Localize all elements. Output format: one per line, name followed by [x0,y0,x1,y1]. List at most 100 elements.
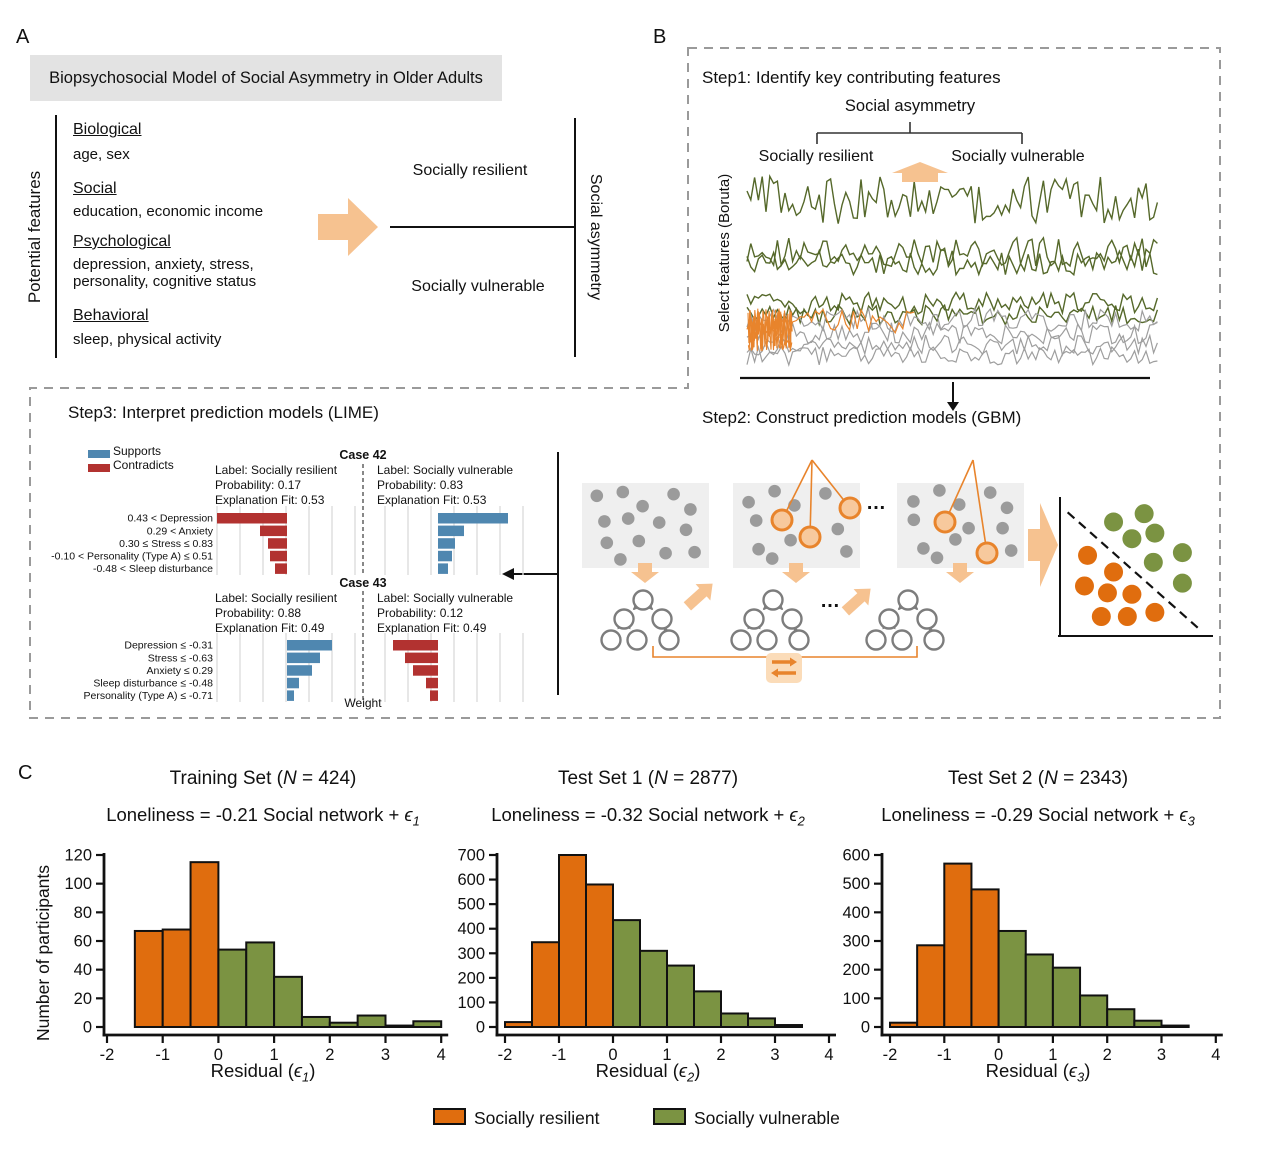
sample-dot [621,512,635,525]
step1-y-axis-label: Select features (Boruta) [716,173,733,333]
lime-feature-label: Anxiety ≤ 0.29 [147,665,214,677]
hist-x-tick-label: 0 [214,1046,223,1064]
hist-bar-resilient [970,888,1000,1029]
lime-feature-label: 0.30 ≤ Stress ≤ 0.83 [119,538,213,550]
hist-1-xlabel-epsilon: ϵ [293,1060,303,1081]
hist-y-tick-label: 0 [83,1019,92,1037]
lime-feature-label: Personality (Type A) ≤ -0.71 [84,690,214,702]
hist-x-tick-label: 1 [662,1046,671,1064]
hist-y-tick-label: 500 [457,896,485,914]
sample-dot [616,485,630,499]
histogram-y-axis-label: Number of participants [33,864,53,1042]
sample-dot [667,487,680,501]
lime-bar [405,652,438,664]
panel-a-y-axis-label: Potential features [25,170,44,304]
feature-heading-psychological: Psychological [73,233,171,250]
lime-feature-label: -0.48 < Sleep disturbance [93,563,213,575]
tree-node [781,608,803,630]
legend-label-contradicts: Contradicts [113,458,174,472]
hist-2-title-pre: Test Set 1 ( [557,768,655,789]
lime-feature-label: -0.10 < Personality (Type A) ≤ 0.51 [51,551,213,563]
tree-node [878,608,900,630]
selected-sample-dot [798,525,822,549]
step1-down-arrow-head [947,402,959,411]
hist-3-epsilon: ϵ [1179,804,1188,825]
scatter-dot-resilient [1104,562,1124,582]
hist-y-tick-label: 300 [457,945,485,963]
panel-a-outcome-resilient: Socially resilient [412,162,528,179]
selected-sample-dot [770,508,794,532]
lime-bar [287,690,294,701]
selection-line [809,459,813,538]
panel-a-right-axis-label: Social asymmetry [587,173,604,301]
panel-a-title: Biopsychosocial Model of Social Asymmetr… [30,55,502,101]
legend-label-supports: Supports [113,444,162,458]
selected-sample-dot [933,510,957,534]
sample-dot [742,495,755,509]
hist-x-tick-label: -1 [552,1046,567,1064]
sample-dot [590,489,604,503]
hist-bar-resilient [889,1021,919,1029]
legend-swatch-supports [88,450,110,458]
sample-dot [907,495,920,508]
hist-bar-vulnerable [747,1017,776,1029]
case-42-left-label: Label: Socially resilient [215,463,338,477]
boruta-line-gray [746,333,1158,357]
boruta-line-olive [746,303,1159,327]
tree-edge [905,597,919,611]
hist-3-subtitle-pre: Loneliness = -0.29 Social network + [881,804,1180,825]
scatter-dot-vulnerable [1172,543,1192,563]
sample-dot [949,533,962,546]
lime-bar [275,563,287,574]
hist-2-x-axis-label: Residual (ϵ2) [438,1060,858,1086]
hist-2-epsilon: ϵ [789,804,798,825]
sample-dot [962,521,975,535]
hist-y-tick-label: 300 [842,933,870,951]
hist-x-tick-label: 3 [770,1046,779,1064]
hist-bar-resilient [916,944,946,1028]
lime-bar [438,538,455,549]
feature-detail-psychological: depression, anxiety, stress, personality… [73,256,257,290]
boruta-line-gray [746,306,1158,333]
case-43-right-fit: Explanation Fit: 0.49 [377,621,487,635]
hist-y-tick-label: 80 [74,904,92,922]
case-42-right-fit: Explanation Fit: 0.53 [377,493,487,507]
hist-bar-resilient [531,941,560,1029]
tree-node [658,629,680,651]
tree-edge [762,597,776,611]
histogram-3: 0 100 200 300 400 500 600 -2 -1 0 1 2 3 4 [842,847,1223,1064]
case-43-right-label: Label: Socially vulnerable [377,591,514,605]
step2-step3-arrow-head [502,568,514,580]
step1-resilient-label: Socially resilient [758,148,874,165]
scatter-dot-vulnerable [1104,512,1124,532]
lime-bar [438,550,452,562]
step2-big-right-arrow [1028,503,1058,587]
sample-dot [831,522,845,536]
step1-boruta-plot [746,162,1159,368]
feature-heading-biological: Biological [73,121,142,138]
scatter-dot-resilient [1074,576,1094,596]
step2-title: Step2: Construct prediction models (GBM) [702,408,1022,427]
lime-bar [438,513,508,524]
sample-dot [598,515,611,528]
scatter-dot-resilient [1145,602,1165,622]
boruta-orange-scribble [748,309,793,352]
sample-dot [688,545,701,559]
lime-feature-label: 0.43 < Depression [127,513,213,525]
lime-bar [268,538,287,549]
sample-dot [907,513,921,527]
decision-tree [865,589,945,651]
tree-node [756,629,778,651]
hist-x-tick-label: -2 [498,1046,513,1064]
hist-2-title: Test Set 1 (N = 2877) [438,768,858,790]
hist-y-tick-label: 200 [457,969,485,987]
legend-swatch-contradicts [88,464,110,472]
tree-node [897,589,919,611]
lime-bar [270,550,287,562]
scatter-dot-vulnerable [1145,523,1165,543]
step1-title: Step1: Identify key contributing feature… [702,68,1001,87]
sample-dot [659,546,672,560]
panel-a-label: A [16,26,30,48]
sample-dot [840,545,853,558]
step2-down-arrow [782,563,810,583]
